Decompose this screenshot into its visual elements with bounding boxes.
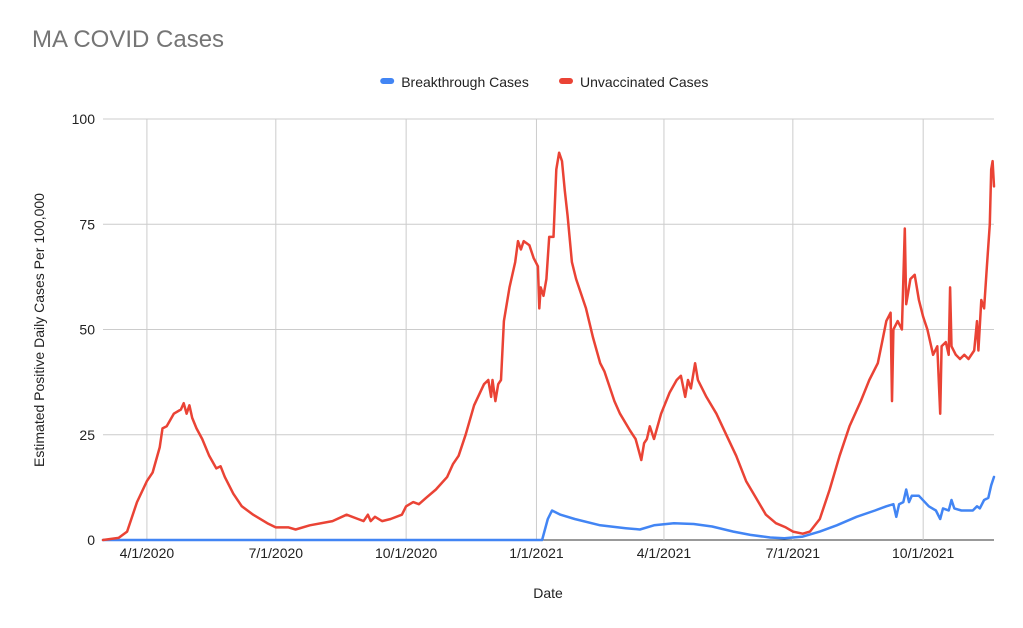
x-axis-ticks: 4/1/2020 7/1/2020 10/1/2020 1/1/2021 4/1/202… <box>120 545 955 561</box>
y-axis-ticks: 0 25 50 75 100 <box>72 111 96 548</box>
x-tick-label: 1/1/2021 <box>509 545 564 561</box>
x-tick-label: 10/1/2020 <box>375 545 437 561</box>
x-tick-label: 4/1/2021 <box>637 545 692 561</box>
y-axis-label: Estimated Positive Daily Cases Per 100,0… <box>31 193 47 467</box>
x-tick-label: 7/1/2021 <box>766 545 821 561</box>
y-tick-label: 50 <box>79 322 95 338</box>
x-axis-label: Date <box>533 585 563 601</box>
y-tick-label: 75 <box>79 216 95 232</box>
legend-label-unvaccinated-cases: Unvaccinated Cases <box>580 74 708 90</box>
x-tick-label: 10/1/2021 <box>892 545 954 561</box>
legend-label-breakthrough-cases: Breakthrough Cases <box>401 74 529 90</box>
y-tick-label: 0 <box>87 532 95 548</box>
legend-swatch-unvaccinated-cases <box>559 78 573 84</box>
grid <box>103 118 994 541</box>
series-layer <box>101 151 996 542</box>
x-tick-label: 7/1/2020 <box>249 545 304 561</box>
y-tick-label: 25 <box>79 427 95 443</box>
y-tick-label: 100 <box>72 111 96 127</box>
x-tick-label: 4/1/2020 <box>120 545 175 561</box>
legend-swatch-breakthrough-cases <box>380 78 395 84</box>
series-line-breakthrough-cases <box>101 475 996 542</box>
chart-title: MA COVID Cases <box>32 26 225 53</box>
series-line-unvaccinated-cases <box>101 151 996 542</box>
legend: Breakthrough Cases Unvaccinated Cases <box>380 74 708 90</box>
